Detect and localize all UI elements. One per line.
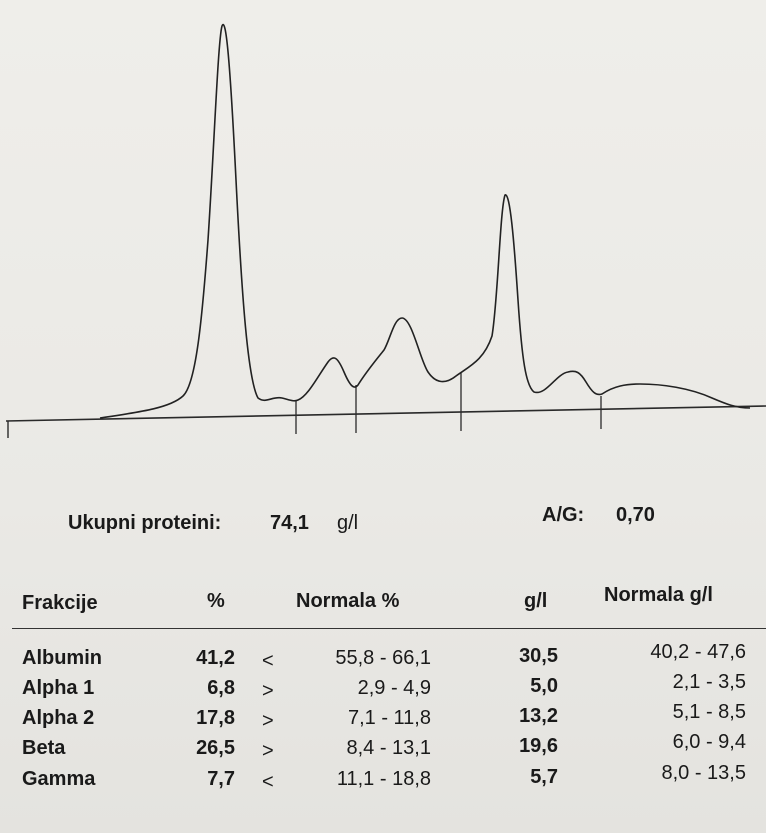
total-protein-value: 74,1 xyxy=(270,512,309,534)
header-normal-gl: Normala g/l xyxy=(604,584,713,606)
row-percent: 7,7 xyxy=(207,768,235,790)
protein-trace xyxy=(99,23,751,419)
row-normal-percent: 7,1 - 11,8 xyxy=(347,707,431,729)
row-normal-percent: 2,9 - 4,9 xyxy=(357,677,431,699)
row-gl: 13,2 xyxy=(519,705,558,727)
row-flag: > xyxy=(262,680,274,702)
row-gl: 19,6 xyxy=(519,735,558,757)
row-fraction-name: Alpha 2 xyxy=(22,707,95,729)
row-gl: 30,5 xyxy=(519,645,558,667)
row-percent: 6,8 xyxy=(207,677,235,699)
total-protein-label: Ukupni proteini: xyxy=(68,512,222,534)
row-normal-gl: 2,1 - 3,5 xyxy=(672,671,746,693)
row-fraction-name: Beta xyxy=(22,737,66,759)
row-percent: 17,8 xyxy=(196,707,235,729)
row-fraction-name: Albumin xyxy=(22,647,102,669)
header-fraction: Frakcije xyxy=(22,592,98,614)
header-normal-percent: Normala % xyxy=(296,590,400,612)
row-fraction-name: Gamma xyxy=(22,768,96,790)
total-protein-unit: g/l xyxy=(337,512,359,534)
row-normal-percent: 8,4 - 13,1 xyxy=(346,737,431,759)
row-flag: < xyxy=(262,650,274,672)
row-gl: 5,7 xyxy=(530,766,558,788)
header-divider xyxy=(12,628,766,629)
header-gl: g/l xyxy=(524,590,548,612)
row-fraction-name: Alpha 1 xyxy=(22,677,95,699)
row-flag: < xyxy=(262,771,274,793)
ag-ratio-label: A/G: xyxy=(542,504,585,526)
electrophoresis-curve xyxy=(5,23,766,438)
row-normal-percent: 11,1 - 18,8 xyxy=(336,768,431,790)
row-flag: > xyxy=(262,710,274,732)
row-normal-percent: 55,8 - 66,1 xyxy=(335,647,431,669)
row-normal-gl: 8,0 - 13,5 xyxy=(661,762,746,784)
row-flag: > xyxy=(262,740,274,762)
row-normal-gl: 6,0 - 9,4 xyxy=(672,731,746,753)
ag-ratio-value: 0,70 xyxy=(616,504,655,526)
row-percent: 41,2 xyxy=(196,647,235,669)
baseline xyxy=(5,405,766,422)
row-normal-gl: 40,2 - 47,6 xyxy=(650,641,746,663)
header-percent: % xyxy=(207,590,225,612)
row-gl: 5,0 xyxy=(530,675,558,697)
row-percent: 26,5 xyxy=(196,737,235,759)
row-normal-gl: 5,1 - 8,5 xyxy=(672,701,746,723)
